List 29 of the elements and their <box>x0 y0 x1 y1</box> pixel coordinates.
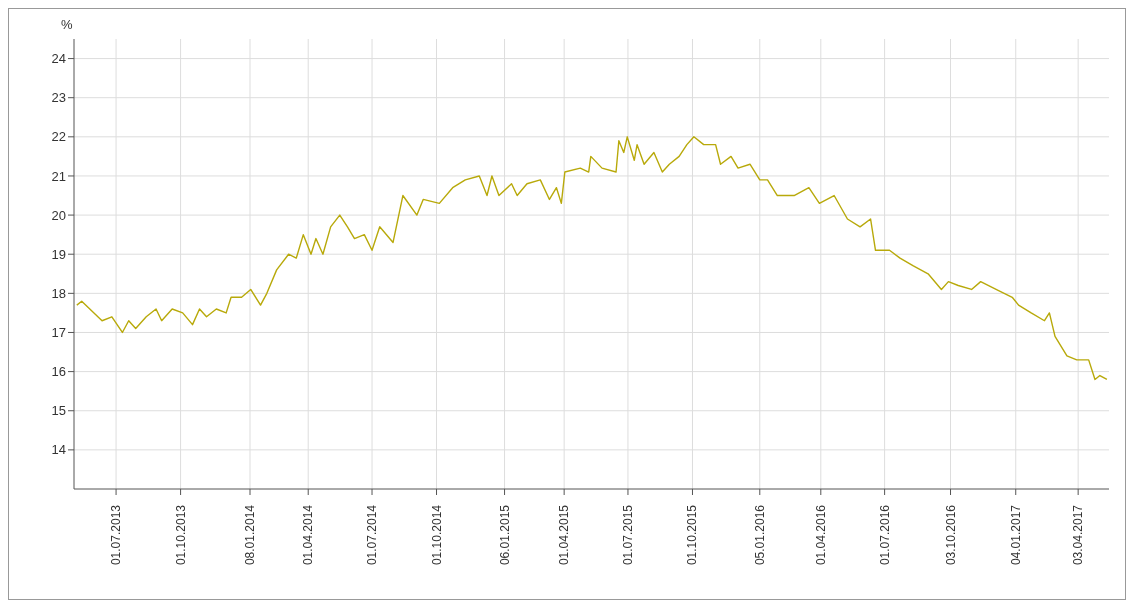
x-tick-label: 01.10.2014 <box>429 504 444 566</box>
y-tick-label: 22 <box>51 129 66 145</box>
y-axis-title: % <box>61 17 73 32</box>
x-tick-label: 01.10.2015 <box>685 504 700 566</box>
x-tick-label: 03.10.2016 <box>943 504 958 566</box>
y-tick-label: 24 <box>51 51 66 67</box>
y-tick-label: 23 <box>51 90 66 106</box>
x-tick-label: 01.10.2013 <box>173 504 188 566</box>
x-tick-label: 01.04.2015 <box>557 504 572 566</box>
line-series <box>76 136 1108 381</box>
x-tick-label: 05.01.2016 <box>752 504 767 566</box>
x-tick-label: 01.07.2015 <box>620 504 635 566</box>
x-tick-label: 06.01.2015 <box>497 504 512 566</box>
y-tick-label: 21 <box>51 168 66 184</box>
y-tick-label: 19 <box>51 246 66 262</box>
y-tick-label: 14 <box>51 442 66 458</box>
y-tick-label: 15 <box>51 403 66 419</box>
y-tick-label: 20 <box>51 207 66 223</box>
x-tick-label: 04.01.2017 <box>1008 504 1023 566</box>
x-tick-label: 01.04.2016 <box>813 504 828 566</box>
x-tick-label: 08.01.2014 <box>243 504 258 566</box>
x-tick-label: 01.07.2014 <box>365 504 380 566</box>
x-tick-label: 01.04.2014 <box>301 504 316 566</box>
y-tick-label: 17 <box>51 325 66 341</box>
y-tick-label: 18 <box>51 285 66 301</box>
x-tick-label: 01.07.2016 <box>877 504 892 566</box>
x-tick-label: 01.07.2013 <box>109 504 124 566</box>
y-tick-label: 16 <box>51 364 66 380</box>
x-tick-label: 03.04.2017 <box>1071 504 1086 566</box>
